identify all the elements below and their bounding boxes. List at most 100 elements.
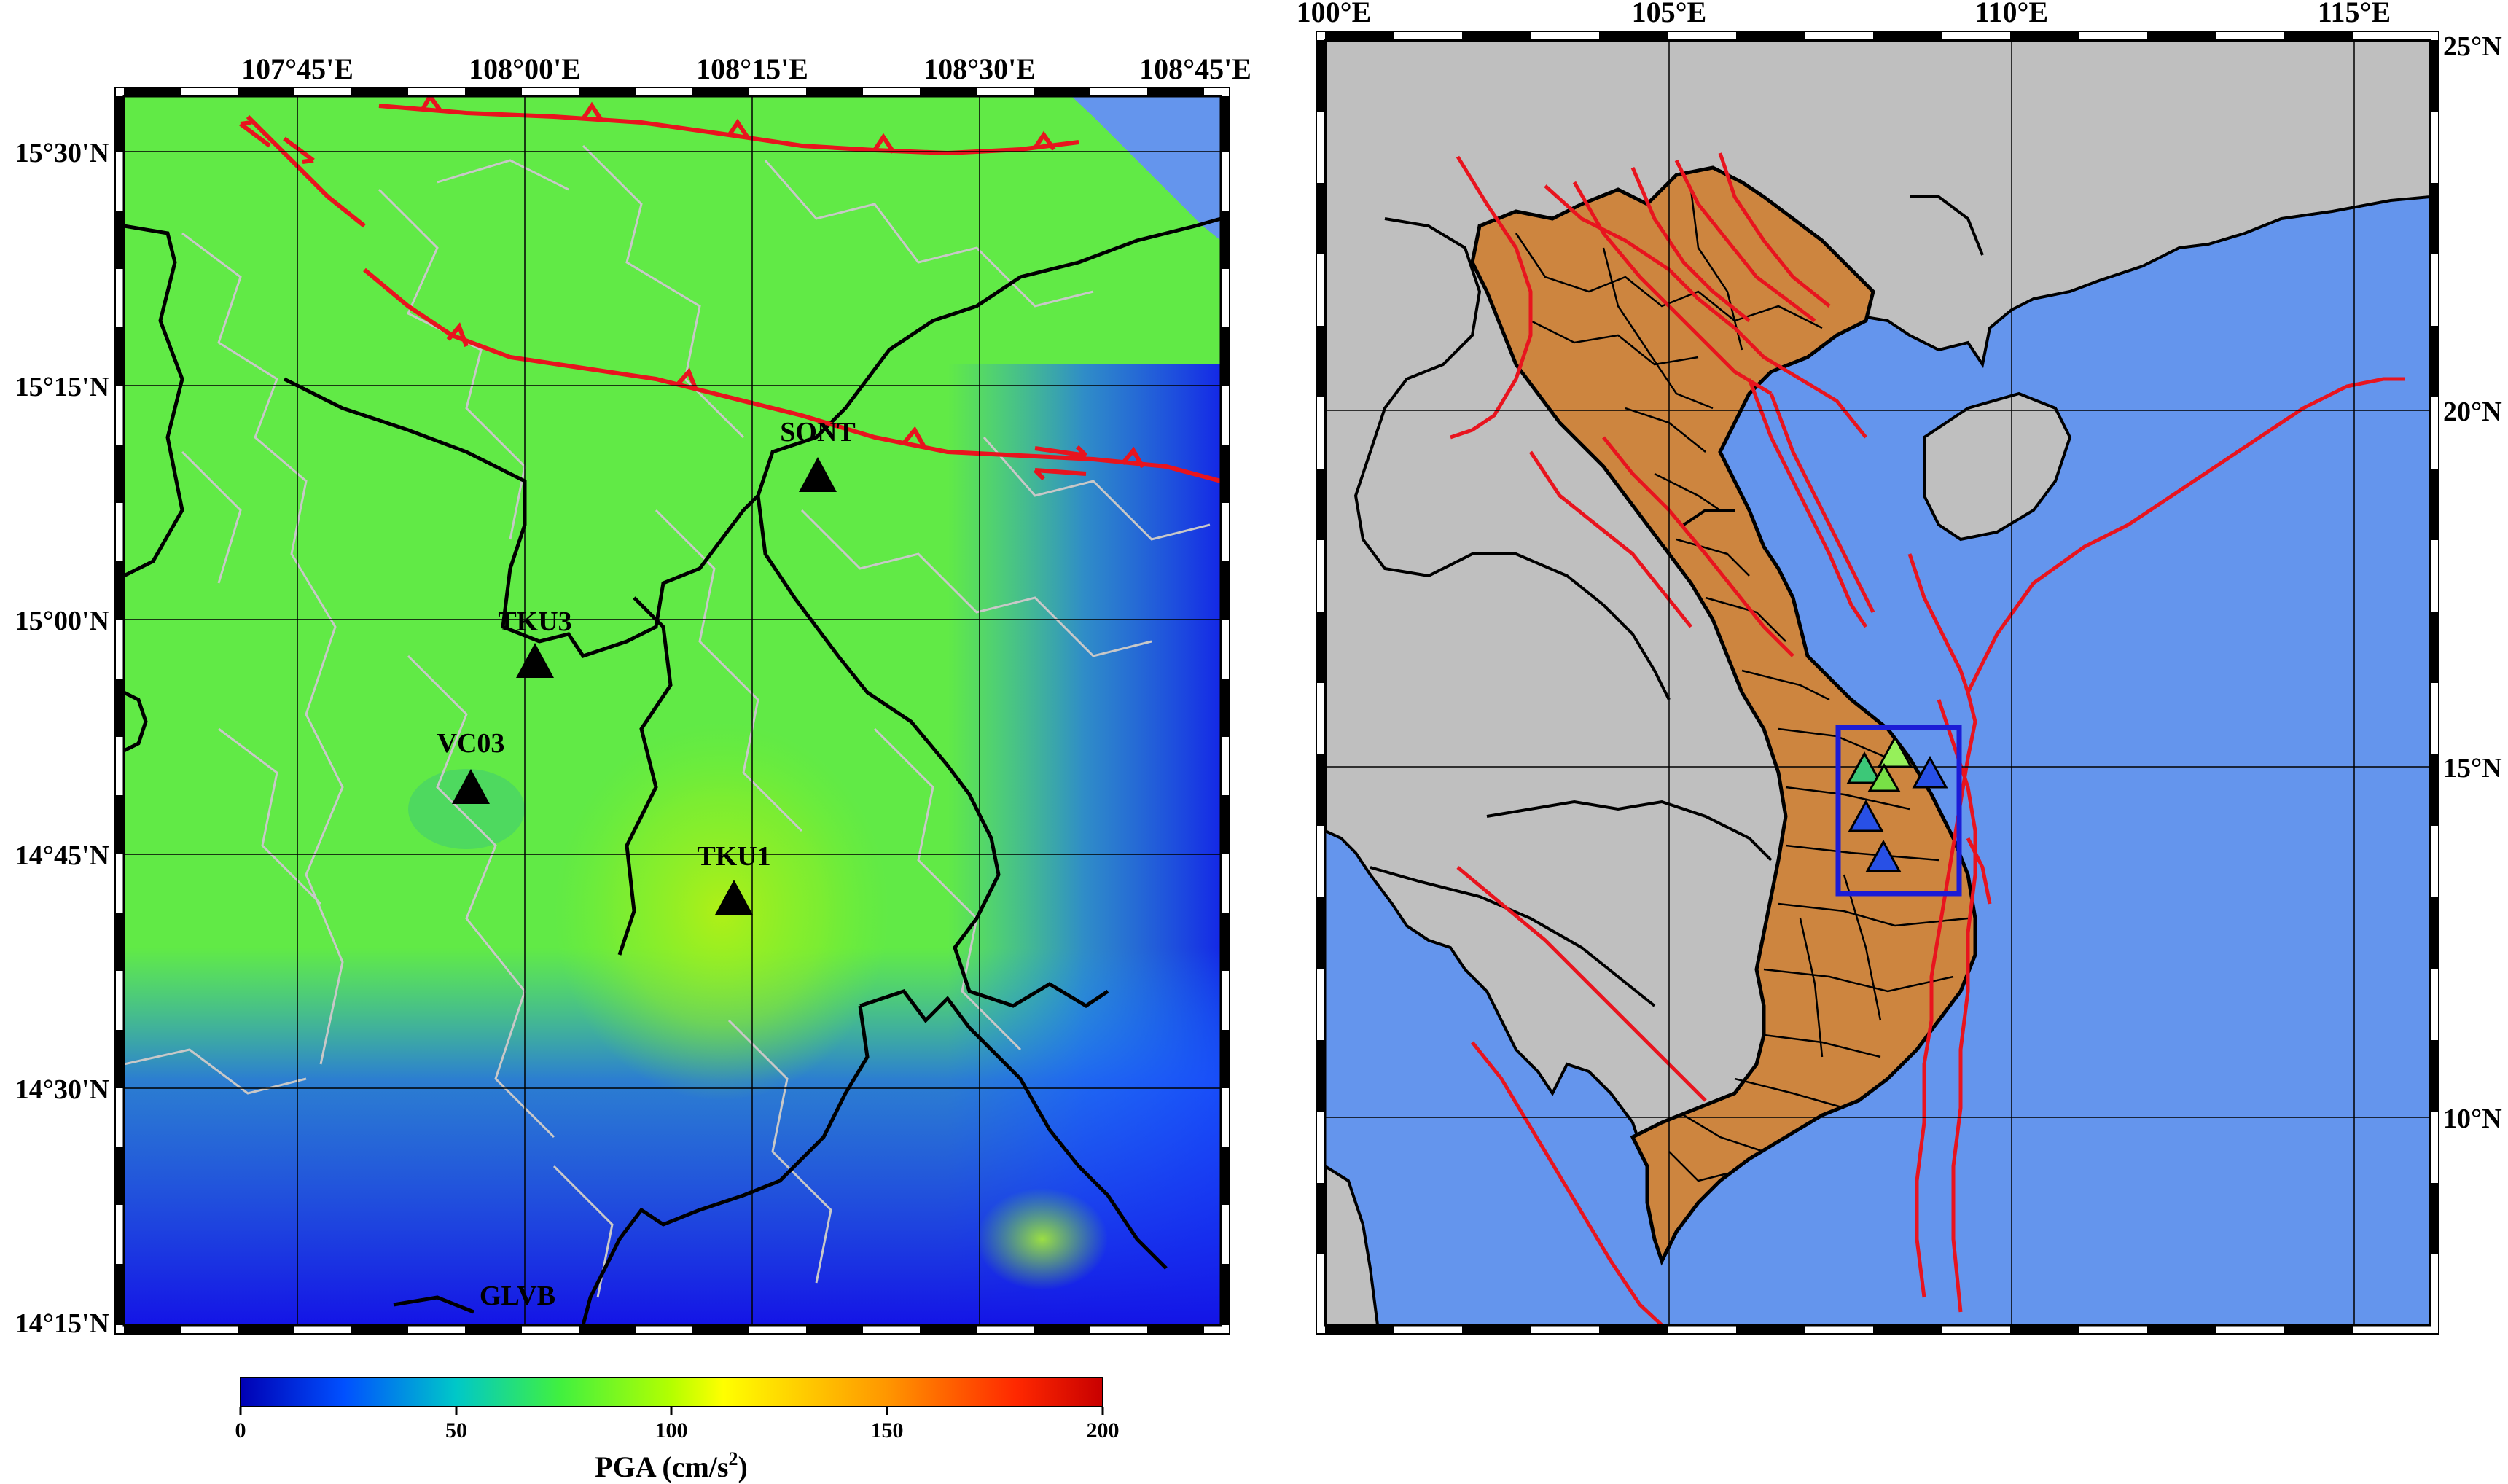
lon-tick-label: 108°15'E (696, 52, 808, 85)
colorbar-title-main: PGA (cm/s (595, 1450, 728, 1483)
lon-tick-label: 110°E (1975, 0, 2048, 28)
station-label: TKU3 (498, 606, 571, 637)
lat-tick-label: 15°00'N (15, 606, 109, 636)
strike-slip-arrow-1 (239, 120, 271, 148)
fault-trace (1602, 436, 1794, 657)
station-vc03[interactable]: VC03 (437, 728, 505, 804)
fault-trace (1450, 155, 1533, 440)
colorbar-tick-label: 50 (445, 1418, 467, 1442)
study-stations (1846, 735, 1948, 872)
right-map-frame (1316, 31, 2439, 1335)
right-map: 100°E 105°E 110°E 115°E 25°N 20°N 15°N 1… (1297, 0, 2502, 1335)
colorbar-tick-label: 150 (871, 1418, 904, 1442)
pga-low-spot (408, 769, 525, 849)
colorbar-tick-labels: 0 50 100 150 200 (235, 1418, 1120, 1442)
fault-trace (1718, 152, 1831, 308)
land-hainan (1923, 391, 2072, 542)
strike-slip-arrow-3 (1034, 445, 1088, 458)
strike-slip-arrow-4 (1033, 468, 1087, 481)
station-tku3[interactable]: TKU3 (498, 606, 572, 678)
lat-tick-label: 25°N (2443, 31, 2502, 62)
station-triangle-icon[interactable] (1867, 762, 1901, 792)
thrust-tooth-4 (872, 133, 896, 154)
lat-tick-label: 10°N (2443, 1104, 2502, 1134)
thrust-tooth-2 (581, 101, 604, 122)
stations: SONT TKU3 VC03 TKU1 GLVB (437, 417, 856, 1311)
station-triangle-icon[interactable] (1846, 751, 1883, 784)
fault-trace (1966, 377, 2405, 694)
colorbar: 0 50 100 150 200 PGA (cm/s2) (235, 1377, 1120, 1483)
fault-trace (1907, 553, 1977, 1298)
station-triangle-icon (799, 457, 837, 492)
graticule (124, 96, 1221, 1325)
land-malay (1325, 1164, 1380, 1325)
thrust-tooth-3 (727, 118, 750, 139)
colorbar-tick-label: 100 (655, 1418, 688, 1442)
graticule-right (1325, 40, 2430, 1325)
lat-tick-label: 15°N (2443, 753, 2502, 784)
lat-tick-label: 15°30'N (15, 138, 109, 168)
lon-tick-label: 100°E (1297, 0, 1372, 28)
fault-trace (1747, 378, 1868, 628)
fault-trace (1456, 866, 1707, 1102)
fault-trace (1769, 393, 1875, 614)
station-triangle-icon[interactable] (1912, 755, 1948, 789)
right-lon-tick-labels: 100°E 105°E 110°E 115°E (1297, 0, 2391, 28)
colorbar-title-sup: 2 (728, 1448, 738, 1469)
lat-tick-label: 14°30'N (15, 1074, 109, 1105)
station-triangle-icon (452, 769, 490, 804)
fault-trace (1630, 167, 1751, 322)
lat-tick-label: 15°15'N (15, 372, 109, 402)
thrust-tooth-1 (421, 96, 443, 113)
right-lat-tick-labels: 25°N 20°N 15°N 10°N (2443, 31, 2502, 1134)
pga-high-area-2 (977, 1188, 1108, 1290)
lon-tick-label: 107°45'E (241, 52, 353, 85)
colorbar-title: PGA (cm/s2) (595, 1448, 748, 1483)
station-sont[interactable]: SONT (780, 417, 856, 492)
fault-lines-regional (1450, 152, 2405, 1325)
lon-tick-label: 108°45'E (1139, 52, 1251, 85)
station-label: SONT (780, 417, 855, 448)
lat-tick-label: 20°N (2443, 397, 2502, 427)
left-lat-tick-labels: 15°30'N 15°15'N 15°00'N 14°45'N 14°30'N … (15, 138, 109, 1339)
lon-tick-label: 108°00'E (469, 52, 581, 85)
colorbar-title-end: ) (738, 1450, 747, 1483)
station-triangle-icon[interactable] (1865, 839, 1902, 872)
colorbar-tick-label: 200 (1087, 1418, 1120, 1442)
thrust-tooth-6 (446, 322, 469, 348)
land-vietnam (1470, 165, 1977, 1266)
place-label-glvb: GLVB (480, 1281, 555, 1311)
station-triangle-icon[interactable] (1877, 735, 1913, 768)
station-label: VC03 (437, 728, 505, 759)
fault-trace (1471, 1041, 1663, 1325)
fault-trace (1966, 837, 1992, 905)
station-label: TKU1 (697, 841, 770, 872)
lat-tick-label: 14°45'N (15, 840, 109, 871)
district-boundaries (124, 144, 1211, 1298)
fault-trace (1674, 159, 1816, 322)
colorbar-gradient (240, 1377, 1103, 1407)
fault-trace (1572, 181, 1773, 396)
study-area-box[interactable] (1835, 725, 1962, 897)
fault-trace (1528, 450, 1692, 628)
colorbar-ticks (239, 1407, 1104, 1415)
country-borders (1353, 195, 1984, 1007)
station-triangle-icon (516, 643, 554, 678)
lon-tick-label: 108°30'E (923, 52, 1036, 85)
station-triangle-icon (715, 880, 753, 915)
left-map: 107°45'E 108°00'E 108°15'E 108°30'E 108°… (15, 52, 1251, 1339)
lon-tick-label: 105°E (1632, 0, 1707, 28)
thrust-tooth-5 (1033, 130, 1056, 151)
lon-tick-label: 115°E (2318, 0, 2391, 28)
station-tku1[interactable]: TKU1 (697, 841, 771, 915)
left-lon-tick-labels: 107°45'E 108°00'E 108°15'E 108°30'E 108°… (241, 52, 1251, 85)
strike-slip-arrow-2 (283, 136, 315, 164)
thrust-tooth-7 (676, 367, 698, 391)
fault-trace-2 (246, 114, 366, 228)
station-triangle-icon[interactable] (1848, 799, 1884, 832)
fault-trace (1937, 699, 1977, 1313)
left-map-frame (114, 87, 1230, 1335)
thrust-tooth-9 (1120, 446, 1145, 469)
sea-area (1071, 96, 1221, 241)
